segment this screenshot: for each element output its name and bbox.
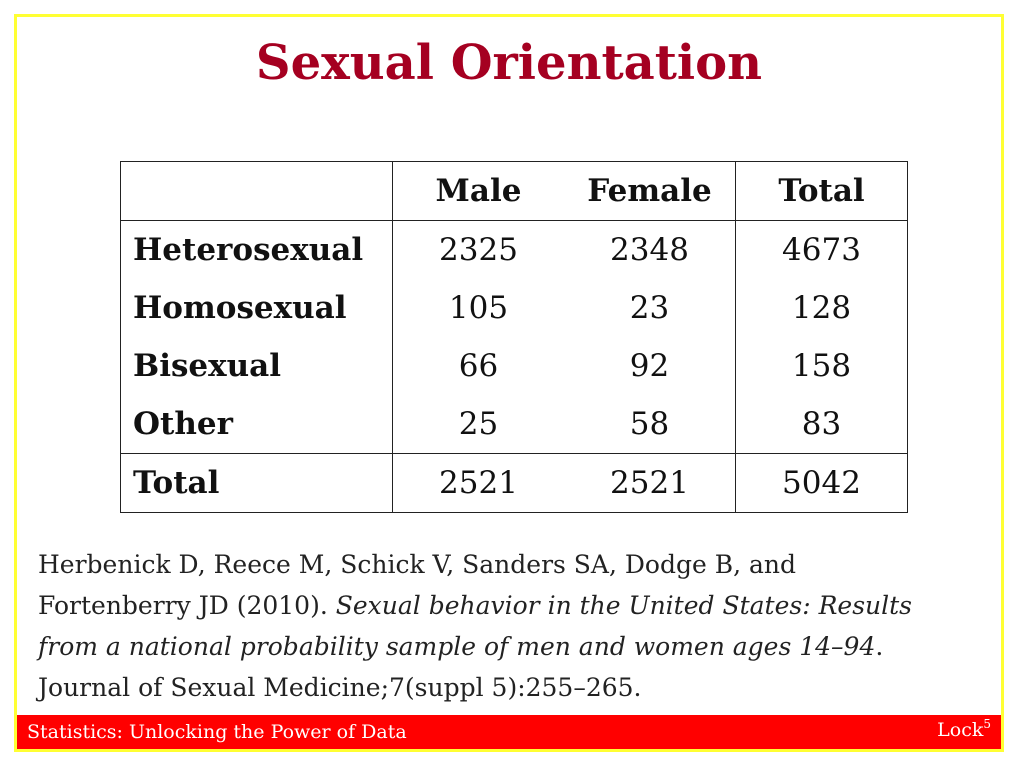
citation-journal: . Journal of Sexual Medicine;7(suppl 5):… xyxy=(38,632,884,702)
footer-author-superscript: 5 xyxy=(983,717,991,731)
citation-authors: Herbenick D, Reece M, Schick V, Sanders … xyxy=(38,550,796,620)
slide-title: Sexual Orientation xyxy=(255,35,763,91)
table-header-total: Total xyxy=(735,161,908,221)
total-female: 2521 xyxy=(564,453,736,513)
total-row-label: Total xyxy=(120,453,393,513)
table-row: Homosexual 105 23 128 xyxy=(120,279,908,337)
table-header-female: Female xyxy=(564,161,736,221)
cell-male: 66 xyxy=(458,348,499,384)
cell-total: 83 xyxy=(735,395,908,454)
cell-male: 105 xyxy=(448,290,509,326)
cell-female: 92 xyxy=(564,337,736,395)
footer-bar: Statistics: Unlocking the Power of Data … xyxy=(17,715,1001,749)
row-label: Heterosexual xyxy=(120,220,393,279)
cell-female: 23 xyxy=(564,279,736,337)
cell-total: 158 xyxy=(791,348,852,384)
footer-author-name: Lock xyxy=(937,719,984,741)
cell-female: 58 xyxy=(564,395,736,454)
contingency-table: Male Female Total Heterosexual 2325 2348… xyxy=(120,161,908,513)
total-male: 2521 xyxy=(439,465,518,501)
table-header-corner xyxy=(120,161,393,221)
footer-course-title: Statistics: Unlocking the Power of Data xyxy=(27,721,407,743)
cell-total: 128 xyxy=(791,290,852,326)
row-label: Bisexual xyxy=(120,337,393,395)
total-grand: 5042 xyxy=(782,465,861,501)
cell-female: 2348 xyxy=(564,220,736,279)
slide: Sexual Orientation Male Female Total Het… xyxy=(14,14,1004,752)
table-total-row: Total 2521 2521 5042 xyxy=(120,453,908,513)
cell-male: 25 xyxy=(392,395,564,454)
footer-author: Lock5 xyxy=(937,717,991,741)
table-row: Bisexual 66 92 158 xyxy=(120,337,908,395)
table-header-row: Male Female Total xyxy=(120,161,908,221)
row-label: Other xyxy=(120,395,393,454)
citation-article-title: Sexual behavior in the United States: Re… xyxy=(38,591,913,661)
table-row: Heterosexual 2325 2348 4673 xyxy=(120,220,908,279)
table-header-male: Male xyxy=(392,161,564,221)
cell-male: 2325 xyxy=(439,232,518,268)
cell-total: 4673 xyxy=(782,232,861,268)
row-label: Homosexual xyxy=(120,279,393,337)
citation: Herbenick D, Reece M, Schick V, Sanders … xyxy=(38,544,938,708)
table-row: Other 25 58 83 xyxy=(120,395,908,454)
